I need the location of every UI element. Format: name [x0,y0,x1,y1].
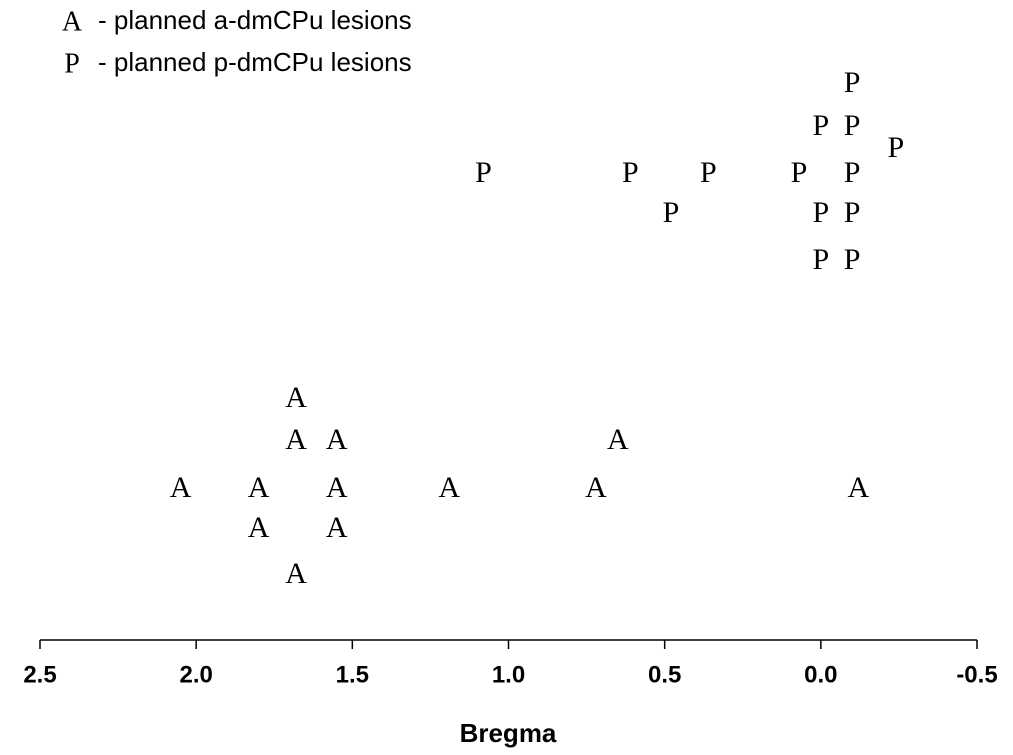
point-marker: P [844,66,861,99]
point-marker: A [585,471,607,504]
point-marker: A [285,557,307,590]
point-marker: P [887,131,904,164]
point-marker: P [812,109,829,142]
point-marker: P [844,156,861,189]
point-marker: A [285,381,307,414]
point-marker: A [847,471,869,504]
x-tick-label: 2.5 [23,661,56,688]
point-marker: P [812,196,829,229]
legend-marker: A [62,6,83,37]
point-marker: A [438,471,460,504]
point-marker: A [607,423,629,456]
point-marker: P [622,156,639,189]
point-marker: A [326,423,348,456]
point-marker: P [663,196,680,229]
point-marker: P [791,156,808,189]
legend-marker: P [64,48,80,79]
point-marker: P [844,243,861,276]
point-marker: P [844,109,861,142]
point-marker: A [248,471,270,504]
x-tick-label: 1.5 [336,661,369,688]
x-tick-label: 1.0 [492,661,525,688]
legend-label: - planned a-dmCPu lesions [98,5,412,35]
point-marker: A [248,511,270,544]
point-marker: P [812,243,829,276]
point-marker: A [285,423,307,456]
x-axis-title: Bregma [460,718,557,748]
point-marker: A [326,511,348,544]
x-tick-label: 0.0 [804,661,837,688]
point-marker: P [844,196,861,229]
point-marker: A [326,471,348,504]
x-tick-label: 2.0 [179,661,212,688]
point-marker: P [475,156,492,189]
x-tick-label: 0.5 [648,661,681,688]
legend-label: - planned p-dmCPu lesions [98,47,412,77]
point-marker: A [170,471,192,504]
x-tick-label: -0.5 [956,661,997,688]
point-marker: P [700,156,717,189]
